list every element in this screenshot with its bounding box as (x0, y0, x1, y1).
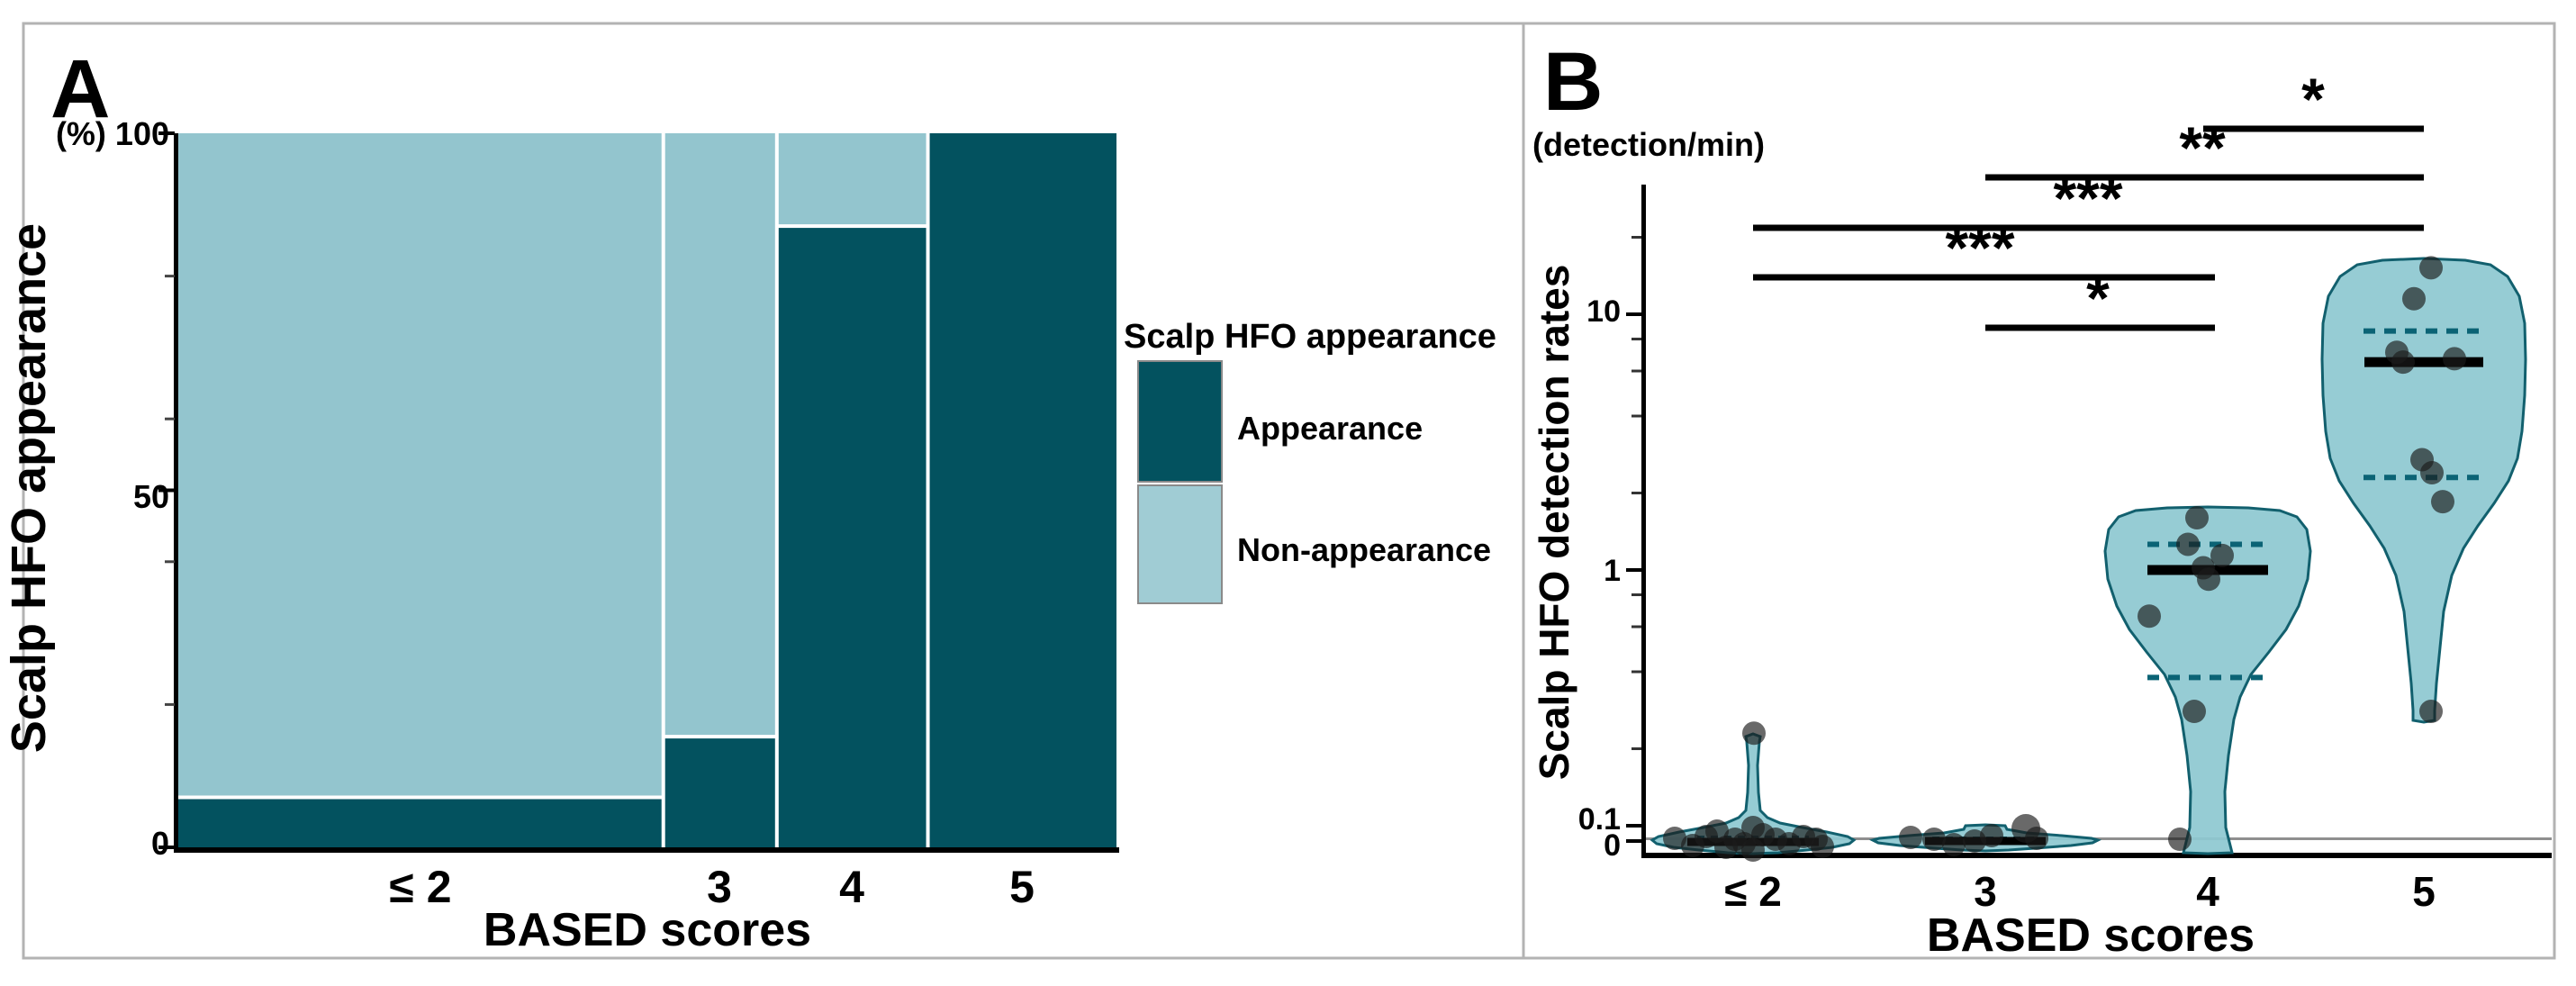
panel-a-xcat-4: 4 (839, 862, 864, 912)
panel-b-y-unit: (detection/min) (1532, 126, 1765, 163)
mosaic-bar-non-appearance (664, 133, 775, 736)
panel-b-ytick-0p1: 0.1 (1578, 802, 1621, 837)
data-point (2443, 347, 2466, 371)
mosaic-bar-appearance (178, 799, 662, 847)
data-point (2176, 532, 2200, 556)
sig-bar-line (1985, 324, 2215, 331)
panel-b-minor-tick (1631, 670, 1641, 674)
panel-a-xcat-5: 5 (1009, 862, 1035, 912)
data-point (2185, 506, 2209, 530)
panel-a-minor-tick (165, 702, 175, 706)
sig-star-4-5: * (2301, 66, 2325, 132)
data-point (1742, 721, 1766, 746)
data-point (1942, 833, 1966, 856)
violin-5 (2320, 257, 2527, 724)
figure-border (22, 22, 2556, 960)
legend-swatch-non-appearance (1137, 484, 1223, 604)
legend-item-appearance: Appearance (1237, 410, 1423, 447)
data-point (2402, 286, 2426, 311)
sig-bar-line (1985, 174, 2424, 181)
data-point (2391, 350, 2415, 375)
panel-a-major-tick (158, 846, 175, 849)
panel-b-minor-tick (1631, 338, 1641, 341)
data-point (2168, 828, 2192, 851)
data-point (1922, 828, 1946, 851)
data-point (2197, 567, 2220, 592)
panel-a-xcat-3: 3 (707, 862, 732, 912)
panel-b-x-title: BASED scores (1927, 909, 2255, 962)
panel-b-major-tick (1626, 568, 1641, 572)
panel-b-xcat-le2: ≤ 2 (1724, 868, 1782, 915)
sig-star-3-5: ** (2179, 114, 2226, 181)
sig-star-le2-4: *** (1945, 214, 2014, 281)
data-point (2419, 256, 2443, 280)
generated-shapes (22, 22, 2556, 960)
panel-b-minor-tick (1631, 369, 1641, 373)
legend-title: Scalp HFO appearance (1124, 318, 1496, 356)
mosaic-bar-non-appearance (178, 133, 662, 796)
panel-a-major-tick (158, 488, 175, 493)
panel-b-y-axis (1641, 185, 1646, 858)
data-point (1980, 824, 2003, 847)
data-point (2183, 700, 2206, 724)
panel-b-label: B (1543, 36, 1603, 128)
panel-a-major-tick (158, 131, 175, 135)
panel-a-minor-tick (165, 275, 175, 278)
panel-b-ytick-1: 1 (1604, 554, 1621, 588)
legend-item-non-appearance: Non-appearance (1237, 531, 1491, 568)
panel-a-y-axis (174, 133, 178, 853)
median-line (2364, 357, 2483, 367)
panel-b-xcat-3: 3 (1974, 868, 1997, 915)
data-point (1811, 835, 1834, 858)
sig-bar-line (1753, 224, 2424, 231)
panel-a-y-title: Scalp HFO appearance (2, 223, 56, 753)
panel-a-xcat-le2: ≤ 2 (389, 862, 451, 912)
sig-star-3-4: * (2086, 265, 2110, 331)
panel-b-xcat-5: 5 (2412, 868, 2436, 915)
panel-b-major-tick (1626, 839, 1641, 843)
legend-swatch-appearance (1137, 360, 1223, 483)
mosaic-bar-non-appearance (778, 133, 926, 225)
panel-b-minor-tick (1631, 747, 1641, 751)
sig-bar-line (1753, 274, 2215, 281)
mosaic-bar-appearance (778, 228, 926, 848)
panel-a-label: A (50, 43, 110, 135)
data-point (1899, 826, 1922, 849)
data-point (2431, 490, 2454, 514)
data-point (1663, 827, 1686, 850)
data-point (2210, 543, 2234, 567)
panel-a-ytick-100: (%) 100 (56, 115, 169, 152)
panel-b-major-tick (1626, 824, 1641, 828)
data-point (2025, 827, 2048, 850)
panel-b-ytick-0: 0 (1604, 828, 1621, 863)
violin-4 (2103, 505, 2312, 855)
panel-b-minor-tick (1631, 625, 1641, 629)
panel-b-y-title: Scalp HFO detection rates (1531, 265, 1577, 781)
panel-b-minor-tick (1631, 492, 1641, 495)
panel-a-ytick-0: 0 (151, 825, 169, 862)
data-point (2420, 461, 2444, 485)
data-point (2419, 700, 2443, 724)
panel-b-minor-tick (1631, 414, 1641, 418)
mosaic-bar-appearance (929, 133, 1116, 847)
data-point (2138, 604, 2161, 629)
panel-a-minor-tick (165, 560, 175, 564)
panel-b-x-axis (1641, 853, 2552, 858)
mosaic-bar-appearance (664, 738, 775, 847)
panel-b-ytick-10: 10 (1586, 294, 1621, 329)
panel-b-major-tick (1626, 312, 1641, 316)
panel-a-ytick-50: 50 (133, 478, 169, 515)
panel-b-xcat-4: 4 (2196, 868, 2219, 915)
panel-a-x-axis (174, 847, 1119, 853)
panel-b-minor-tick (1631, 236, 1641, 240)
sig-bar-line (2203, 125, 2424, 132)
panel-b-minor-tick (1631, 593, 1641, 597)
panel-a-minor-tick (165, 417, 175, 421)
sig-star-le2-5: *** (2053, 165, 2122, 231)
panel-a-x-title: BASED scores (484, 904, 811, 956)
